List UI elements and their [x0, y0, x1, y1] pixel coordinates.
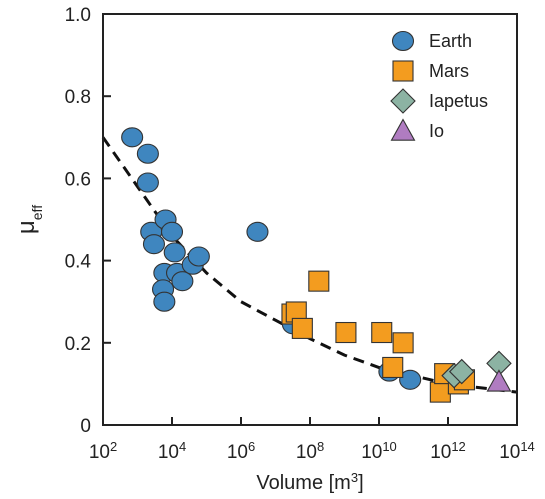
point-mars [335, 321, 357, 344]
y-axis-label: μeff [13, 205, 45, 234]
x-tick-label: 1010 [361, 439, 397, 464]
x-tick-label: 1014 [499, 439, 535, 464]
legend-marker-io [390, 118, 416, 141]
point-mars [382, 356, 404, 379]
point-mars [392, 332, 414, 354]
legend-marker-mars [392, 60, 414, 82]
point-earth [246, 221, 269, 242]
x-tick-label: 104 [158, 439, 186, 464]
point-earth [153, 291, 176, 312]
point-earth [187, 246, 210, 267]
point-mars [371, 321, 393, 344]
x-axis-label: Volume [m3] [256, 470, 363, 495]
point-earth [163, 242, 186, 263]
y-tick-label: 0 [80, 416, 91, 437]
legend: Earth Mars Iapetus Io [390, 30, 488, 141]
legend-label-io: Io [429, 121, 444, 141]
x-axis-ticks: 102 104 106 108 1010 1012 1014 [89, 417, 535, 463]
legend-label-iapetus: Iapetus [429, 91, 488, 111]
legend-label-earth: Earth [429, 31, 472, 51]
point-mars [291, 317, 313, 339]
y-tick-label: 0.6 [65, 169, 91, 190]
y-tick-label: 0.4 [65, 252, 92, 273]
y-axis-ticks: 0 0.2 0.4 0.6 0.8 1.0 [65, 5, 111, 437]
x-tick-label: 108 [296, 439, 324, 464]
point-earth [399, 369, 422, 390]
point-earth [160, 221, 184, 242]
point-earth [142, 234, 166, 255]
point-earth [171, 271, 194, 292]
point-mars [308, 270, 330, 292]
data-points-layer [121, 127, 512, 403]
legend-marker-iapetus [390, 88, 416, 114]
x-tick-label: 106 [227, 439, 255, 464]
y-tick-label: 0.8 [65, 87, 91, 108]
point-io [486, 369, 512, 392]
point-earth [121, 127, 144, 148]
legend-marker-earth [391, 30, 415, 52]
point-iapetus [448, 358, 475, 385]
point-mars [429, 381, 451, 403]
point-earth [136, 172, 159, 193]
point-earth [136, 143, 159, 164]
y-tick-label: 0.2 [65, 334, 91, 355]
x-tick-label: 102 [89, 439, 117, 464]
legend-label-mars: Mars [429, 61, 469, 81]
y-tick-label: 1.0 [65, 5, 91, 26]
x-tick-label: 1012 [430, 439, 466, 464]
